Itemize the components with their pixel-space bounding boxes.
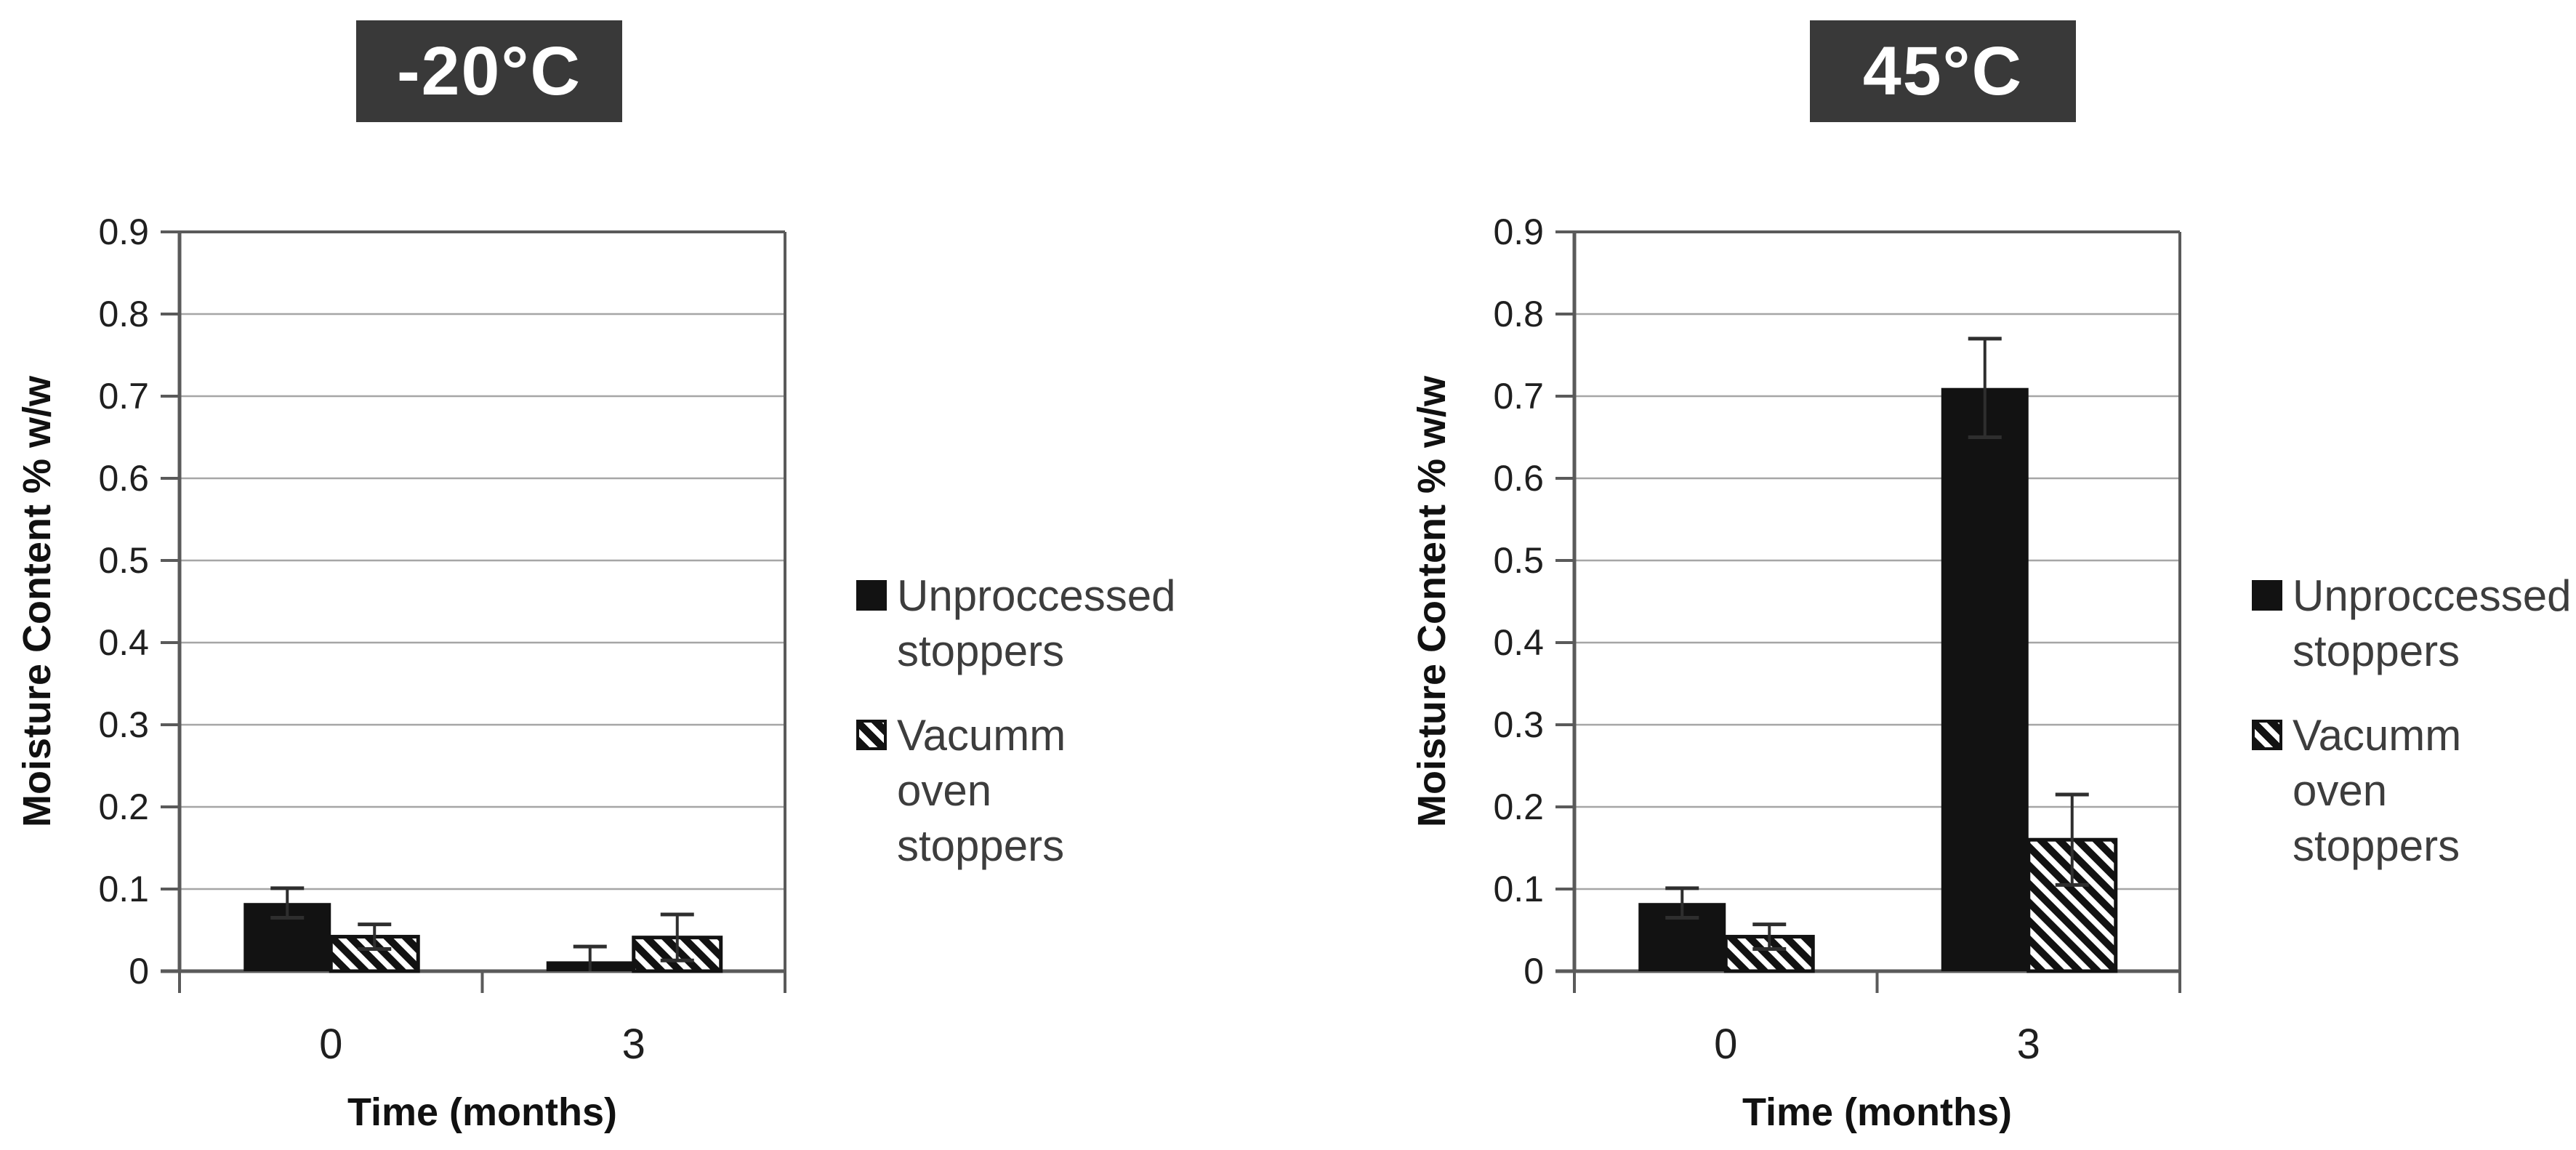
svg-text:0.4: 0.4 [1493,622,1544,663]
svg-text:0.3: 0.3 [98,704,149,745]
legend-swatch-diagonal-hatch [2252,720,2282,750]
legend-swatch-diagonal-hatch [856,720,887,750]
svg-text:Time (months): Time (months) [347,1090,617,1134]
legend-label: Unproccessed stoppers [2293,571,2572,675]
legend-swatch-solid-black [2252,580,2282,611]
svg-text:0.3: 0.3 [1493,704,1544,745]
legend-item-vacumm-oven-stoppers: Vacumm oven stoppers [2252,708,2557,874]
legend-label: Unproccessed stoppers [897,571,1176,675]
svg-text:0.5: 0.5 [1493,540,1544,581]
svg-text:0.6: 0.6 [1493,458,1544,499]
svg-text:Moisture Content % w/w: Moisture Content % w/w [15,375,59,827]
legend-label: Vacumm oven stoppers [897,711,1066,870]
legend-item-vacumm-oven-stoppers: Vacumm oven stoppers [856,708,1162,874]
svg-text:0.9: 0.9 [1493,212,1544,252]
legend: Unproccessed stoppers Vacumm oven stoppe… [856,568,1176,903]
legend-label: Vacumm oven stoppers [2293,711,2462,870]
svg-text:0: 0 [1524,951,1544,992]
svg-text:0: 0 [1714,1021,1737,1068]
svg-text:3: 3 [2017,1021,2040,1068]
svg-text:0.5: 0.5 [98,540,149,581]
legend-item-unproccessed-stoppers: Unproccessed stoppers [856,568,1176,679]
chart-minus-20c: -20°C 0 0.1 0.2 0.3 0.4 0.5 0.6 0.7 0.8 0.9 0 3 Time… [15,20,1176,1134]
svg-text:0.1: 0.1 [98,869,149,909]
svg-text:3: 3 [622,1021,645,1068]
legend: Unproccessed stoppers Vacumm oven stoppe… [2252,568,2572,903]
svg-text:Time (months): Time (months) [1742,1090,2012,1134]
svg-text:0.2: 0.2 [1493,787,1544,827]
legend-item-unproccessed-stoppers: Unproccessed stoppers [2252,568,2572,679]
svg-text:0: 0 [319,1021,342,1068]
svg-text:0.9: 0.9 [98,212,149,252]
svg-text:0.7: 0.7 [98,376,149,417]
svg-text:0.4: 0.4 [98,622,149,663]
legend-swatch-solid-black [856,580,887,611]
chart-45c: 45°C 0 0.1 0.2 0.3 0.4 0.5 0.6 0.7 0.8 0.9 0 3 Time … [1288,0,2576,1150]
svg-text:0.6: 0.6 [98,458,149,499]
svg-text:Moisture Content % w/w: Moisture Content % w/w [1410,375,1454,827]
chart-title-badge: 45°C [1810,20,2076,122]
svg-text:0.7: 0.7 [1493,376,1544,417]
svg-text:0.2: 0.2 [98,787,149,827]
svg-text:0: 0 [129,951,149,992]
chart-title-badge: -20°C [356,20,622,122]
svg-text:0.1: 0.1 [1493,869,1544,909]
svg-text:0.8: 0.8 [1493,294,1544,334]
svg-text:0.8: 0.8 [98,294,149,334]
